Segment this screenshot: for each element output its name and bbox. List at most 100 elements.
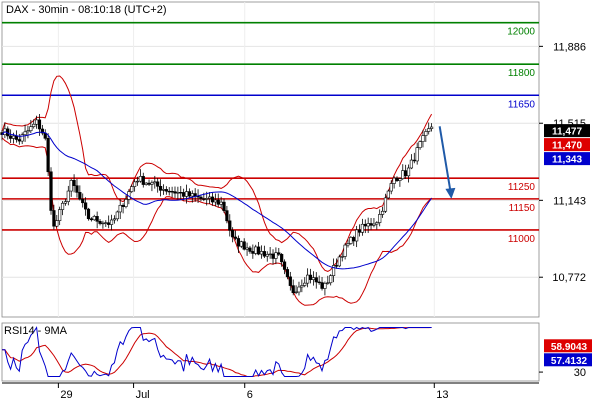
price-tick-label: 11,886 (553, 41, 586, 53)
forecast-arrow-head (445, 187, 456, 199)
price-tick-label: 10,772 (552, 272, 586, 284)
candle-body (9, 135, 13, 139)
candle-body (248, 247, 252, 252)
candle-body (147, 182, 151, 185)
rsi-tags: 58.9043 57.4132 (544, 339, 592, 367)
candle-body (265, 254, 269, 257)
candle-body (158, 186, 163, 191)
candle-body (355, 229, 359, 242)
candle-body (37, 119, 42, 130)
rsi-tag-label: 58.9043 (551, 342, 588, 353)
price-tag-bg (544, 124, 590, 138)
price-panel (1, 1, 540, 318)
price-tag-label: 11,343 (552, 155, 582, 166)
candle-body (150, 182, 154, 185)
candle-body (389, 183, 393, 192)
candle-body (280, 254, 284, 263)
level-label: 11650 (508, 99, 536, 110)
forecast-arrow (438, 126, 456, 199)
candle-body (187, 191, 192, 197)
rsi-tag-bg (544, 353, 592, 367)
candle-body (372, 223, 376, 226)
candle-body (75, 185, 79, 193)
candle-body (124, 199, 128, 207)
candle-body (60, 202, 65, 210)
price-gridlines (2, 2, 539, 317)
candle-body (398, 178, 402, 181)
candle-body (26, 130, 30, 133)
candle-body (156, 181, 160, 187)
candle-body (190, 193, 194, 197)
price-tags: 11,477 11,470 11,343 (544, 124, 590, 166)
candle-body (317, 281, 321, 284)
candle-body (418, 141, 422, 148)
candle-body (326, 282, 330, 284)
candle-body (277, 252, 281, 255)
level-label: 11000 (508, 234, 536, 245)
bollinger-lower (1, 137, 432, 306)
candle-body (257, 246, 261, 255)
candle-body (239, 241, 243, 247)
candle-body (392, 177, 396, 184)
candle-body (121, 204, 125, 207)
candle-body (409, 159, 414, 169)
main-title: DAX - 30min - 08:10:18 (UTC+2) (6, 4, 166, 16)
candle-body (349, 237, 353, 244)
candle-body (219, 201, 223, 205)
level-label: 11250 (508, 182, 536, 193)
candle-body (112, 218, 117, 221)
candle-body (29, 126, 33, 132)
candle-body (199, 196, 203, 200)
candle-body (11, 135, 16, 139)
rsi-lines (2, 326, 432, 377)
candle-body (179, 192, 183, 194)
candle-body (161, 189, 166, 191)
price-tag-label: 11,477 (552, 127, 582, 138)
candle-body (415, 147, 419, 162)
candle-body (207, 196, 212, 199)
candle-body (109, 219, 114, 225)
rsi-tick-label: 30 (574, 367, 586, 379)
candle-body (380, 210, 385, 215)
candle-body (141, 176, 145, 185)
candle-body (357, 229, 362, 233)
candle-body (213, 199, 217, 203)
candle-body (427, 128, 431, 132)
candle-body (228, 220, 232, 231)
candle-body (274, 252, 278, 259)
candle-body (130, 186, 134, 192)
candle-body (343, 244, 347, 257)
candle-body (383, 197, 388, 212)
candle-body (58, 209, 62, 221)
candle-body (173, 191, 177, 194)
candle-body (268, 253, 272, 256)
candle-body (205, 198, 209, 200)
candle-body (20, 134, 24, 142)
candle-body (52, 210, 56, 227)
candle-body (320, 282, 324, 289)
candle-body (412, 159, 416, 162)
candle-body (401, 170, 405, 179)
candle-body (55, 220, 59, 227)
candle-body (210, 196, 215, 203)
level-label: 11800 (508, 68, 536, 79)
candle-body (346, 243, 350, 246)
candle-body (421, 135, 425, 142)
candle-body (138, 176, 142, 182)
candle-body (308, 274, 313, 280)
candle-body (245, 247, 249, 250)
candle-body (231, 230, 235, 238)
time-tick-label: 6 (247, 389, 253, 401)
rsi-line (2, 326, 432, 377)
candle-body (84, 202, 88, 210)
time-tick-label: 29 (60, 389, 72, 401)
candle-body (363, 223, 367, 227)
level-lines: 12000 11800 11650 11250 11150 11000 (2, 21, 539, 245)
candle-body (69, 180, 73, 192)
candle-body (14, 135, 19, 140)
moving-average-slow (1, 131, 433, 270)
candle-body (331, 265, 336, 276)
forecast-arrow-shaft (438, 126, 452, 192)
